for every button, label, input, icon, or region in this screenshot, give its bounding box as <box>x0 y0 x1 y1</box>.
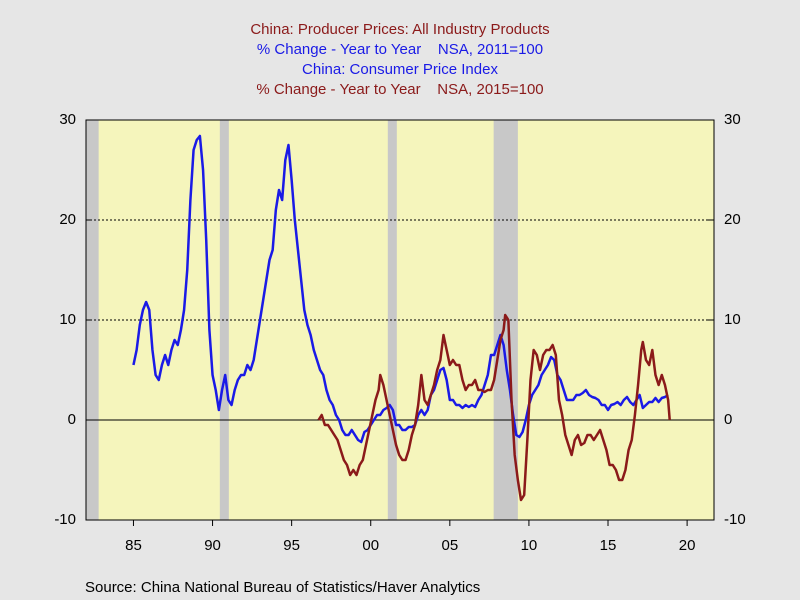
series-line <box>132 134 669 444</box>
x-tick-label: 90 <box>204 537 221 554</box>
chart-title: % Change - Year to Year NSA, 2015=100 <box>256 81 543 98</box>
shaded-period <box>387 120 397 520</box>
chart-title: China: Consumer Price Index <box>302 61 498 78</box>
shaded-period <box>219 120 229 520</box>
x-tick-label: 10 <box>521 537 538 554</box>
y2-tick-label: 20 <box>724 211 741 228</box>
chart-title: % Change - Year to Year NSA, 2011=100 <box>257 41 543 58</box>
y2-tick-label: 30 <box>724 111 741 128</box>
y2-tick-label: 0 <box>724 411 732 428</box>
y2-tick-label: -10 <box>724 511 746 528</box>
y-tick-label: 0 <box>68 411 76 428</box>
series-line <box>317 313 671 502</box>
y-tick-label: 10 <box>59 311 76 328</box>
x-tick-label: 05 <box>441 537 458 554</box>
y-tick-label: 20 <box>59 211 76 228</box>
y-tick-label: 30 <box>59 111 76 128</box>
source-note: Source: China National Bureau of Statist… <box>85 579 480 596</box>
x-tick-label: 00 <box>362 537 379 554</box>
chart-title: China: Producer Prices: All Industry Pro… <box>250 21 549 38</box>
x-tick-label: 15 <box>600 537 617 554</box>
y-tick-label: -10 <box>54 511 76 528</box>
y2-tick-label: 10 <box>724 311 741 328</box>
x-tick-label: 95 <box>283 537 300 554</box>
x-tick-label: 85 <box>125 537 142 554</box>
plot-frame <box>85 119 715 521</box>
x-tick-label: 20 <box>679 537 696 554</box>
